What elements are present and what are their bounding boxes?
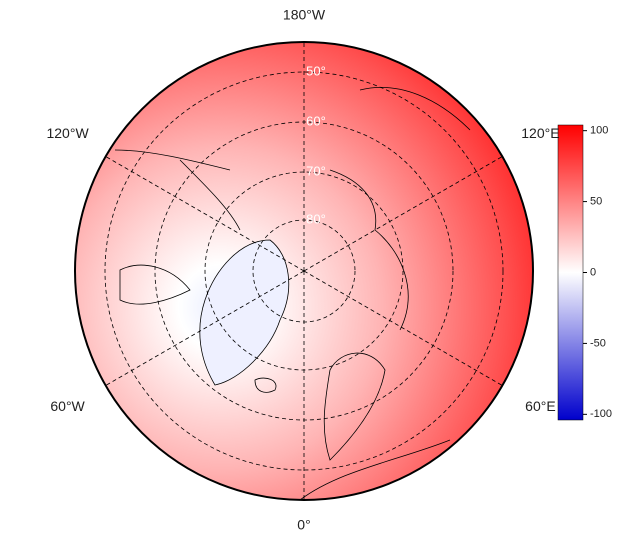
colorbar-tick-label: 50 (590, 195, 602, 207)
longitude-label: 60°W (50, 398, 85, 414)
graticule (104, 42, 504, 500)
latitude-label: 70° (306, 163, 326, 178)
colorbar-tick-label: -50 (590, 337, 606, 349)
colorbar-tick-label: 100 (590, 125, 608, 137)
latitude-circle (104, 71, 504, 471)
colorbar-tick-label: 0 (590, 266, 596, 278)
longitude-label: 60°E (525, 398, 556, 414)
colorbar-tick-label: -100 (590, 408, 612, 420)
latitude-label: 60° (306, 113, 326, 128)
longitude-label: 120°W (46, 125, 89, 141)
longitude-label: 120°E (521, 125, 559, 141)
map-border (74, 41, 534, 501)
longitude-label: 0° (297, 517, 310, 533)
coastlines (114, 87, 471, 500)
meridian (105, 156, 305, 272)
meridian (303, 156, 503, 272)
colorbar (557, 124, 584, 421)
meridian (105, 270, 305, 386)
latitude-label: 50° (306, 63, 326, 78)
latitude-label: 80° (306, 211, 326, 226)
meridian (303, 270, 503, 386)
longitude-label: 180°W (283, 7, 326, 23)
